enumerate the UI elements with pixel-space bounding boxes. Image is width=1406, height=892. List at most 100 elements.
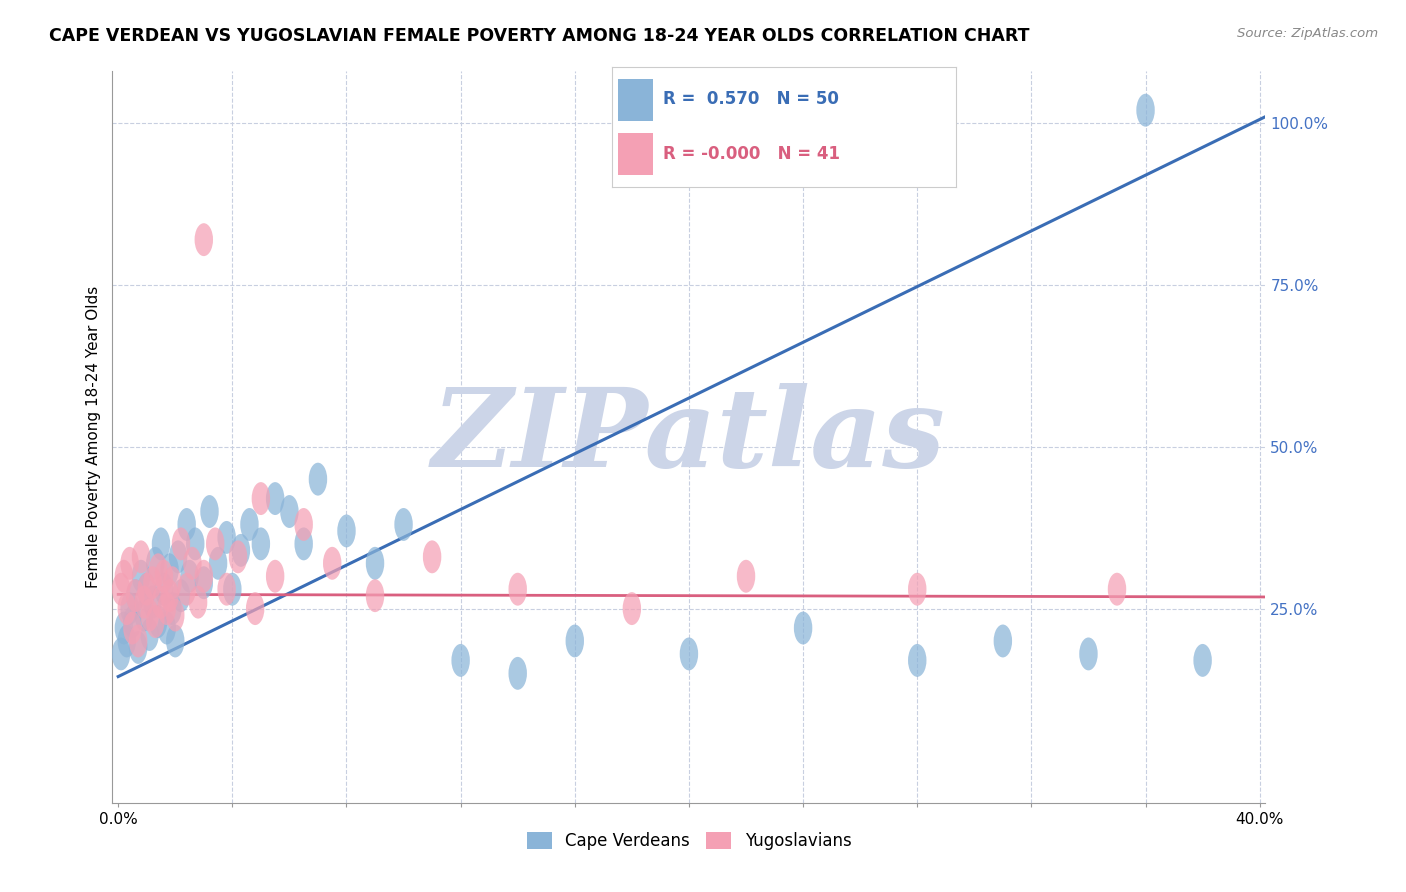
Ellipse shape (623, 592, 641, 625)
Ellipse shape (157, 612, 176, 645)
Ellipse shape (127, 579, 145, 612)
Text: CAPE VERDEAN VS YUGOSLAVIAN FEMALE POVERTY AMONG 18-24 YEAR OLDS CORRELATION CHA: CAPE VERDEAN VS YUGOSLAVIAN FEMALE POVER… (49, 27, 1029, 45)
Ellipse shape (146, 547, 165, 580)
Ellipse shape (135, 599, 153, 632)
Ellipse shape (152, 586, 170, 618)
Ellipse shape (138, 573, 156, 606)
Ellipse shape (209, 547, 228, 580)
Ellipse shape (132, 560, 150, 592)
Ellipse shape (1080, 638, 1098, 671)
Ellipse shape (1108, 573, 1126, 606)
Ellipse shape (908, 644, 927, 677)
Ellipse shape (737, 560, 755, 592)
Ellipse shape (280, 495, 298, 528)
Ellipse shape (218, 521, 236, 554)
Ellipse shape (118, 624, 136, 657)
Ellipse shape (794, 612, 813, 645)
Ellipse shape (141, 618, 159, 651)
Ellipse shape (155, 560, 173, 592)
Ellipse shape (200, 495, 219, 528)
Ellipse shape (177, 573, 195, 606)
Ellipse shape (246, 592, 264, 625)
Ellipse shape (240, 508, 259, 541)
Ellipse shape (908, 573, 927, 606)
Ellipse shape (149, 605, 167, 638)
Ellipse shape (194, 560, 214, 592)
Ellipse shape (229, 541, 247, 574)
Ellipse shape (141, 599, 159, 632)
Ellipse shape (124, 612, 142, 645)
Text: R =  0.570   N = 50: R = 0.570 N = 50 (664, 90, 839, 109)
Ellipse shape (994, 624, 1012, 657)
Ellipse shape (152, 527, 170, 560)
Ellipse shape (172, 527, 190, 560)
Ellipse shape (188, 586, 207, 618)
Ellipse shape (169, 541, 187, 574)
Ellipse shape (207, 527, 225, 560)
Ellipse shape (1194, 644, 1212, 677)
Ellipse shape (163, 592, 181, 625)
Ellipse shape (337, 515, 356, 548)
Ellipse shape (115, 612, 134, 645)
Ellipse shape (112, 638, 131, 671)
FancyBboxPatch shape (619, 133, 652, 175)
Ellipse shape (129, 624, 148, 657)
Ellipse shape (118, 592, 136, 625)
Ellipse shape (194, 566, 214, 599)
Ellipse shape (509, 657, 527, 690)
Ellipse shape (138, 573, 156, 606)
Ellipse shape (177, 508, 195, 541)
Ellipse shape (509, 573, 527, 606)
Ellipse shape (166, 599, 184, 632)
Ellipse shape (679, 638, 699, 671)
Ellipse shape (129, 631, 148, 664)
Ellipse shape (232, 534, 250, 566)
Legend: Cape Verdeans, Yugoslavians: Cape Verdeans, Yugoslavians (520, 825, 858, 856)
Ellipse shape (127, 579, 145, 612)
Ellipse shape (160, 553, 179, 586)
Ellipse shape (186, 527, 204, 560)
Ellipse shape (132, 541, 150, 574)
Ellipse shape (115, 560, 134, 592)
Text: R = -0.000   N = 41: R = -0.000 N = 41 (664, 145, 841, 162)
Y-axis label: Female Poverty Among 18-24 Year Olds: Female Poverty Among 18-24 Year Olds (86, 286, 101, 588)
Ellipse shape (121, 547, 139, 580)
Text: ZIPatlas: ZIPatlas (432, 384, 946, 491)
Ellipse shape (135, 586, 153, 618)
Ellipse shape (1136, 94, 1154, 127)
Ellipse shape (194, 223, 214, 256)
Ellipse shape (294, 527, 314, 560)
Ellipse shape (180, 560, 198, 592)
Ellipse shape (252, 527, 270, 560)
Ellipse shape (112, 573, 131, 606)
Ellipse shape (323, 547, 342, 580)
Ellipse shape (143, 566, 162, 599)
Ellipse shape (166, 624, 184, 657)
Ellipse shape (224, 573, 242, 606)
Ellipse shape (366, 547, 384, 580)
Ellipse shape (266, 482, 284, 515)
Ellipse shape (149, 553, 167, 586)
Text: Source: ZipAtlas.com: Source: ZipAtlas.com (1237, 27, 1378, 40)
Ellipse shape (423, 541, 441, 574)
Ellipse shape (146, 605, 165, 638)
Ellipse shape (163, 566, 181, 599)
Ellipse shape (309, 463, 328, 496)
FancyBboxPatch shape (619, 79, 652, 121)
Ellipse shape (294, 508, 314, 541)
Ellipse shape (121, 592, 139, 625)
Ellipse shape (155, 573, 173, 606)
Ellipse shape (160, 579, 179, 612)
Ellipse shape (143, 586, 162, 618)
Ellipse shape (565, 624, 583, 657)
Ellipse shape (218, 573, 236, 606)
Ellipse shape (252, 482, 270, 515)
Ellipse shape (172, 579, 190, 612)
Ellipse shape (394, 508, 413, 541)
Ellipse shape (366, 579, 384, 612)
Ellipse shape (266, 560, 284, 592)
Ellipse shape (183, 547, 201, 580)
Ellipse shape (157, 592, 176, 625)
Ellipse shape (124, 605, 142, 638)
Ellipse shape (451, 644, 470, 677)
